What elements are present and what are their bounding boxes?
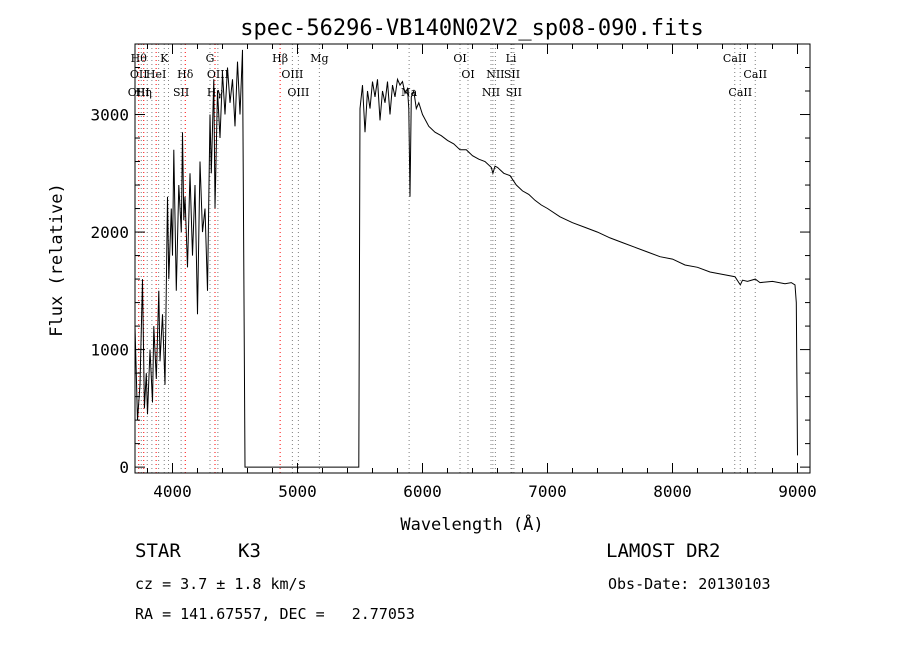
y-tick-label: 0 bbox=[119, 458, 129, 477]
spectral-line-label: OII bbox=[130, 68, 148, 81]
redshift-cz: cz = 3.7 ± 1.8 km/s bbox=[135, 575, 307, 593]
spectral-line-label: Hγ bbox=[207, 86, 224, 99]
x-tick-label: 6000 bbox=[403, 482, 442, 501]
object-type: STAR bbox=[135, 540, 181, 562]
spectral-line-label: Hη bbox=[136, 86, 152, 99]
spectral-line-label: OI bbox=[453, 52, 466, 65]
spectral-line-label: Hβ bbox=[272, 52, 288, 65]
chart-title: spec-56296-VB140N02V2_sp08-090.fits bbox=[240, 16, 704, 41]
spectral-line-label: OI bbox=[461, 68, 474, 81]
spectral-line-label: SII bbox=[506, 86, 522, 99]
y-tick-label: 3000 bbox=[90, 106, 129, 125]
x-tick-label: 5000 bbox=[278, 482, 317, 501]
observation-date: Obs-Date: 20130103 bbox=[608, 575, 771, 593]
spectral-line-label: OIII bbox=[281, 68, 303, 81]
spectral-line-label: CaII bbox=[743, 68, 767, 81]
spectral-line-label: G bbox=[206, 52, 215, 65]
x-tick-label: 9000 bbox=[778, 482, 817, 501]
spectral-line-label: OIII bbox=[128, 86, 150, 99]
coordinates: RA = 141.67557, DEC = 2.77053 bbox=[135, 605, 415, 623]
spectral-line-label: K bbox=[160, 52, 169, 65]
spectral-line-label: Hθ bbox=[131, 52, 148, 65]
spectral-line-label: Na bbox=[401, 86, 418, 99]
spectral-lines bbox=[138, 44, 756, 473]
spectral-line-label: CaII bbox=[723, 52, 747, 65]
spectral-line-labels: HθOIIOIIIHηHeIKSIIHδGHγOIIIHβOIIIOIIIMgN… bbox=[128, 52, 767, 99]
spectral-line-label: SII bbox=[173, 86, 189, 99]
axis-ticks: 4000 5000 6000 7000 8000 9000 0 1000 2000 3000 bbox=[90, 43, 817, 501]
spectral-line-label: SII bbox=[504, 68, 520, 81]
x-tick-label: 4000 bbox=[153, 482, 192, 501]
spectral-line-label: HeI bbox=[146, 68, 166, 81]
spectral-line-label: Li bbox=[506, 52, 517, 65]
x-tick-label: 7000 bbox=[528, 482, 567, 501]
spectral-line-label: OIII bbox=[207, 68, 229, 81]
object-subclass: K3 bbox=[238, 540, 261, 562]
y-tick-label: 2000 bbox=[90, 223, 129, 242]
spectral-line-label: NII bbox=[482, 86, 500, 99]
x-tick-label: 8000 bbox=[653, 482, 692, 501]
spectral-line-label: OIII bbox=[287, 86, 309, 99]
x-axis-label: Wavelength (Å) bbox=[400, 513, 543, 535]
survey-name: LAMOST DR2 bbox=[606, 540, 721, 562]
spectral-line-label: Mg bbox=[310, 52, 328, 65]
y-axis-label: Flux (relative) bbox=[47, 183, 67, 337]
spectral-line-label: CaII bbox=[728, 86, 752, 99]
spectral-line-label: NII bbox=[486, 68, 504, 81]
plot-frame bbox=[134, 43, 811, 474]
y-tick-label: 1000 bbox=[90, 341, 129, 360]
spectral-line-label: Hδ bbox=[177, 68, 194, 81]
flux-series-line bbox=[134, 49, 798, 468]
